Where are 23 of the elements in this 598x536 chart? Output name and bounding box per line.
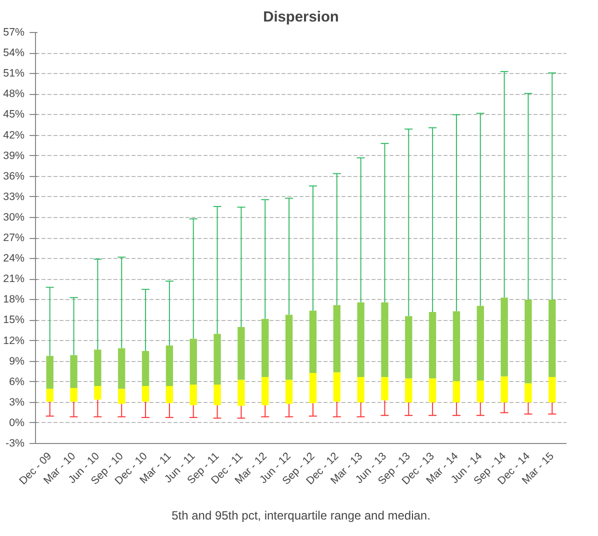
y-tick-label: 54% (3, 47, 26, 60)
chart-title: Dispersion (263, 10, 339, 26)
y-tick-label: 3% (9, 396, 26, 408)
y-tick-label: 57% (3, 26, 26, 38)
y-tick-label: 15% (3, 314, 26, 326)
y-tick-label: 33% (3, 190, 26, 203)
y-tick-label: 24% (3, 252, 26, 265)
y-tick-label: 27% (3, 232, 26, 244)
y-tick-label: 42% (3, 129, 26, 142)
y-tick-label: 36% (3, 170, 26, 182)
text: 5th and 95th pct, interquartile range and median. (172, 508, 430, 522)
y-tick-label: -3% (6, 438, 26, 450)
y-tick-label: 45% (3, 108, 26, 121)
y-tick-label: 0% (9, 416, 26, 429)
y-tick-label: 6% (9, 376, 26, 388)
y-tick-label: 30% (3, 211, 26, 224)
y-tick-label: 21% (3, 273, 26, 286)
y-tick-label: 51% (3, 68, 26, 80)
y-tick-label: 9% (9, 355, 26, 368)
y-tick-label: 12% (3, 334, 26, 347)
y-tick-label: 39% (3, 150, 26, 162)
y-tick-label: 18% (3, 294, 26, 306)
y-tick-label: 48% (3, 88, 26, 100)
